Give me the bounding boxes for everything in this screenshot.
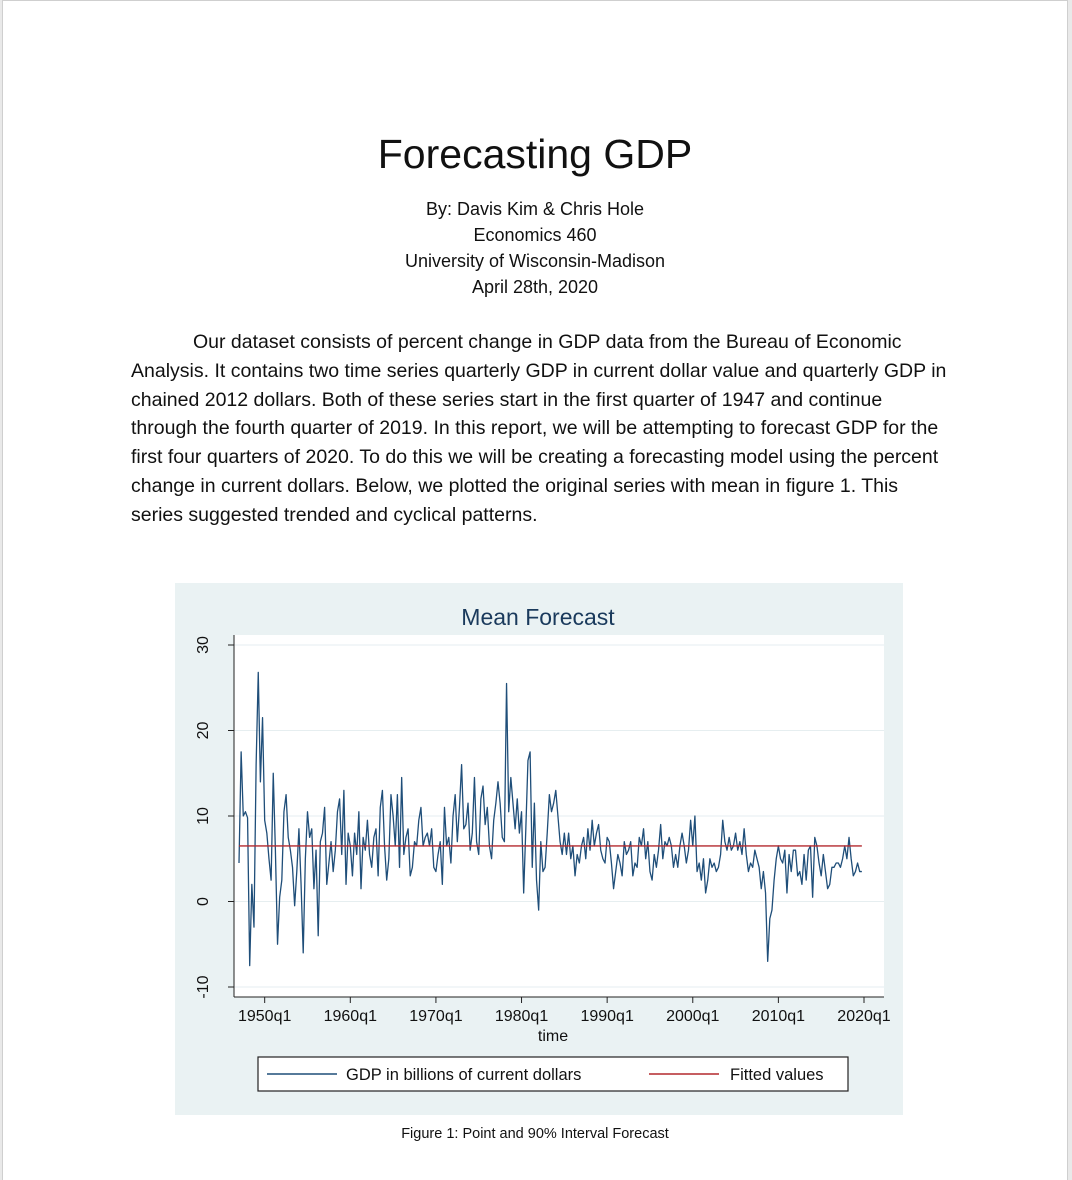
gridlines (234, 644, 884, 988)
figure-1: Mean Forecast -10 0 10 20 30 1950q1 1960q1 197… (175, 583, 903, 1115)
legend-label-fitted: Fitted values (730, 1066, 824, 1084)
y-tick-label: 0 (195, 897, 212, 906)
legend: GDP in billions of current dollars Fitte… (257, 1056, 849, 1092)
series-lines (238, 671, 862, 967)
x-tick-label: 1970q1 (409, 1008, 462, 1025)
x-tick-label: 2010q1 (752, 1008, 805, 1025)
y-tick-label: -10 (195, 975, 212, 998)
chart-title: Mean Forecast (461, 604, 615, 630)
x-tick-label: 2020q1 (837, 1008, 890, 1025)
y-axis: -10 0 10 20 30 (195, 635, 235, 999)
mean-forecast-chart: Mean Forecast -10 0 10 20 30 1950q1 1960q1 197… (195, 604, 891, 1092)
paper-date: April 28th, 2020 (471, 277, 599, 297)
x-tick-label: 1960q1 (324, 1008, 377, 1025)
legend-label-gdp: GDP in billions of current dollars (346, 1066, 581, 1084)
figure-caption: Figure 1: Point and 90% Interval Forecas… (401, 1126, 669, 1142)
y-tick-label: 30 (195, 636, 212, 654)
legend-box (257, 1056, 849, 1092)
x-axis-label: time (538, 1028, 568, 1045)
y-tick-label: 20 (195, 722, 212, 740)
y-tick-label: 10 (195, 807, 212, 825)
body-paragraph: Our dataset consists of percent change i… (131, 328, 951, 530)
x-tick-label: 2000q1 (666, 1008, 719, 1025)
x-tick-label: 1990q1 (580, 1008, 633, 1025)
series-line-gdp (238, 671, 862, 967)
paper-authors: By: Davis Kim & Chris Hole (425, 199, 645, 219)
x-tick-label: 1950q1 (238, 1008, 291, 1025)
x-tick-label: 1980q1 (495, 1008, 548, 1025)
paper-meta: By: Davis Kim & Chris Hole Economics 460… (3, 196, 1067, 300)
paper-institution: University of Wisconsin-Madison (404, 251, 666, 271)
paragraph-text: Our dataset consists of percent change i… (131, 331, 947, 526)
x-axis: 1950q1 1960q1 1970q1 1980q1 1990q1 2000q1 2010… (234, 996, 891, 1025)
paper-title: Forecasting GDP (377, 131, 693, 177)
paper-course: Economics 460 (473, 225, 597, 245)
